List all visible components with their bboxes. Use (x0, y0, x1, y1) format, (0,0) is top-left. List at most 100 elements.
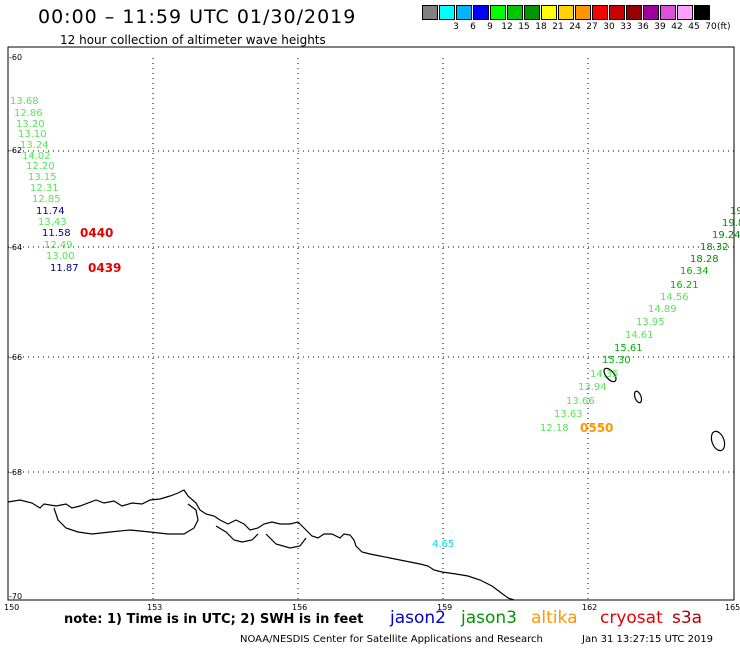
color-swatch-label: 3 (453, 22, 459, 32)
color-swatch (677, 5, 693, 20)
wave-height-label: 12.49 (44, 240, 73, 251)
color-swatch-label: 15 (518, 22, 530, 32)
color-swatch (490, 5, 506, 20)
color-swatch (456, 5, 472, 20)
page-title: 00:00 – 11:59 UTC 01/30/2019 (38, 6, 357, 28)
color-swatch-label: 6 (470, 22, 476, 32)
pass-time-labels: 0440 0439 0550 (80, 226, 613, 435)
wave-height-label: 18.32 (700, 242, 729, 253)
color-swatch (694, 5, 710, 20)
wave-height-label: 13.15 (28, 172, 57, 183)
color-swatch-label: 42 (671, 22, 683, 32)
island-outline (710, 430, 726, 452)
satellite-legend-jason3: jason3 (461, 608, 517, 628)
wave-height-label: 16.21 (670, 280, 699, 291)
wave-height-label: 12.20 (26, 161, 55, 172)
color-swatch-label: 12 (501, 22, 513, 32)
lat-label: -60 (9, 53, 22, 62)
pass-time-label: 0550 (580, 421, 613, 435)
wave-height-label: 13.00 (46, 251, 75, 262)
satellite-legend-s3a: s3a (672, 608, 703, 628)
color-swatch (660, 5, 676, 20)
wave-height-labels: 13.6812.8613.2013.1013.2414.0212.2013.15… (10, 96, 740, 550)
bay-outline-2 (265, 533, 307, 549)
wave-height-label: 14.02 (22, 151, 51, 162)
wave-height-label: 13.24 (20, 140, 49, 151)
island-outline (633, 390, 643, 404)
wave-height-label: 4.65 (432, 539, 454, 550)
wave-height-label: 14.89 (648, 304, 677, 315)
wave-height-label: 19 (730, 206, 740, 217)
generated-timestamp: Jan 31 13:27:15 UTC 2019 (582, 634, 714, 645)
lon-label: 162 (582, 603, 597, 612)
wave-height-label: 13.68 (10, 96, 39, 107)
pass-time-label: 0440 (80, 226, 113, 240)
antarctic-coastline (7, 489, 515, 601)
island-outline (603, 367, 617, 383)
color-swatch (507, 5, 523, 20)
wave-height-label: 13.95 (636, 317, 665, 328)
color-scale-unit: (ft) (717, 22, 731, 32)
color-swatch-label: 21 (552, 22, 564, 32)
wave-height-label: 14.35 (590, 369, 619, 380)
wave-height-label: 14.61 (625, 330, 654, 341)
pass-time-label: 0439 (88, 261, 121, 275)
wave-height-label: 15.30 (602, 355, 631, 366)
wave-height-label: 15.61 (614, 343, 643, 354)
satellite-legend-cryosat: cryosat (600, 608, 663, 628)
wave-height-label: 13.43 (38, 217, 67, 228)
lon-label: 156 (292, 603, 307, 612)
color-swatch-label: 36 (637, 22, 649, 32)
color-swatch (439, 5, 455, 20)
wave-height-label: 14.56 (660, 292, 689, 303)
color-swatch (558, 5, 574, 20)
bay-outline (215, 525, 259, 543)
wave-height-label: 19.8 (722, 218, 740, 229)
color-swatch-label: 45 (688, 22, 700, 32)
color-swatch-label: 30 (603, 22, 615, 32)
wave-height-label: 12.18 (540, 423, 569, 434)
wave-height-label: 13.66 (566, 396, 595, 407)
color-swatch (643, 5, 659, 20)
color-swatch (626, 5, 642, 20)
color-swatch-label: 70 (705, 22, 717, 32)
lon-label: 150 (4, 603, 19, 612)
wave-height-label: 19.24 (712, 230, 740, 241)
wave-height-label: 12.31 (30, 183, 59, 194)
units-note: note: 1) Time is in UTC; 2) SWH is in fe… (64, 612, 364, 627)
wave-height-label: 12.86 (14, 108, 43, 119)
color-swatch (473, 5, 489, 20)
color-swatch-label: 33 (620, 22, 632, 32)
lon-label: 165 (725, 603, 740, 612)
wave-height-label: 11.87 (50, 263, 79, 274)
wave-height-label: 11.58 (42, 228, 71, 239)
color-swatch (524, 5, 540, 20)
page-subtitle: 12 hour collection of altimeter wave hei… (60, 33, 326, 47)
lat-label: -62 (9, 146, 22, 155)
color-swatch-label: 9 (487, 22, 493, 32)
color-swatch (609, 5, 625, 20)
color-swatch (541, 5, 557, 20)
wave-height-label: 13.94 (578, 382, 607, 393)
lon-label: 159 (437, 603, 452, 612)
wave-height-label: 18.28 (690, 254, 719, 265)
lat-label: -70 (9, 592, 22, 601)
lon-label: 153 (147, 603, 162, 612)
color-swatch-label: 39 (654, 22, 666, 32)
color-swatch (592, 5, 608, 20)
color-swatch (575, 5, 591, 20)
satellite-legend-altika: altika (531, 608, 578, 628)
wave-height-label: 11.74 (36, 206, 65, 217)
ice-shelf-outline (53, 503, 199, 535)
wave-height-label: 13.10 (18, 129, 47, 140)
color-swatch (422, 5, 438, 20)
satellite-legend-jason2: jason2 (390, 608, 446, 628)
wave-height-label: 16.34 (680, 266, 709, 277)
lat-label: -68 (9, 468, 22, 477)
color-swatch-label: 24 (569, 22, 581, 32)
lat-label: -66 (9, 353, 22, 362)
color-swatch-label: 27 (586, 22, 598, 32)
gridlines (8, 58, 734, 600)
lat-label: -64 (9, 243, 22, 252)
